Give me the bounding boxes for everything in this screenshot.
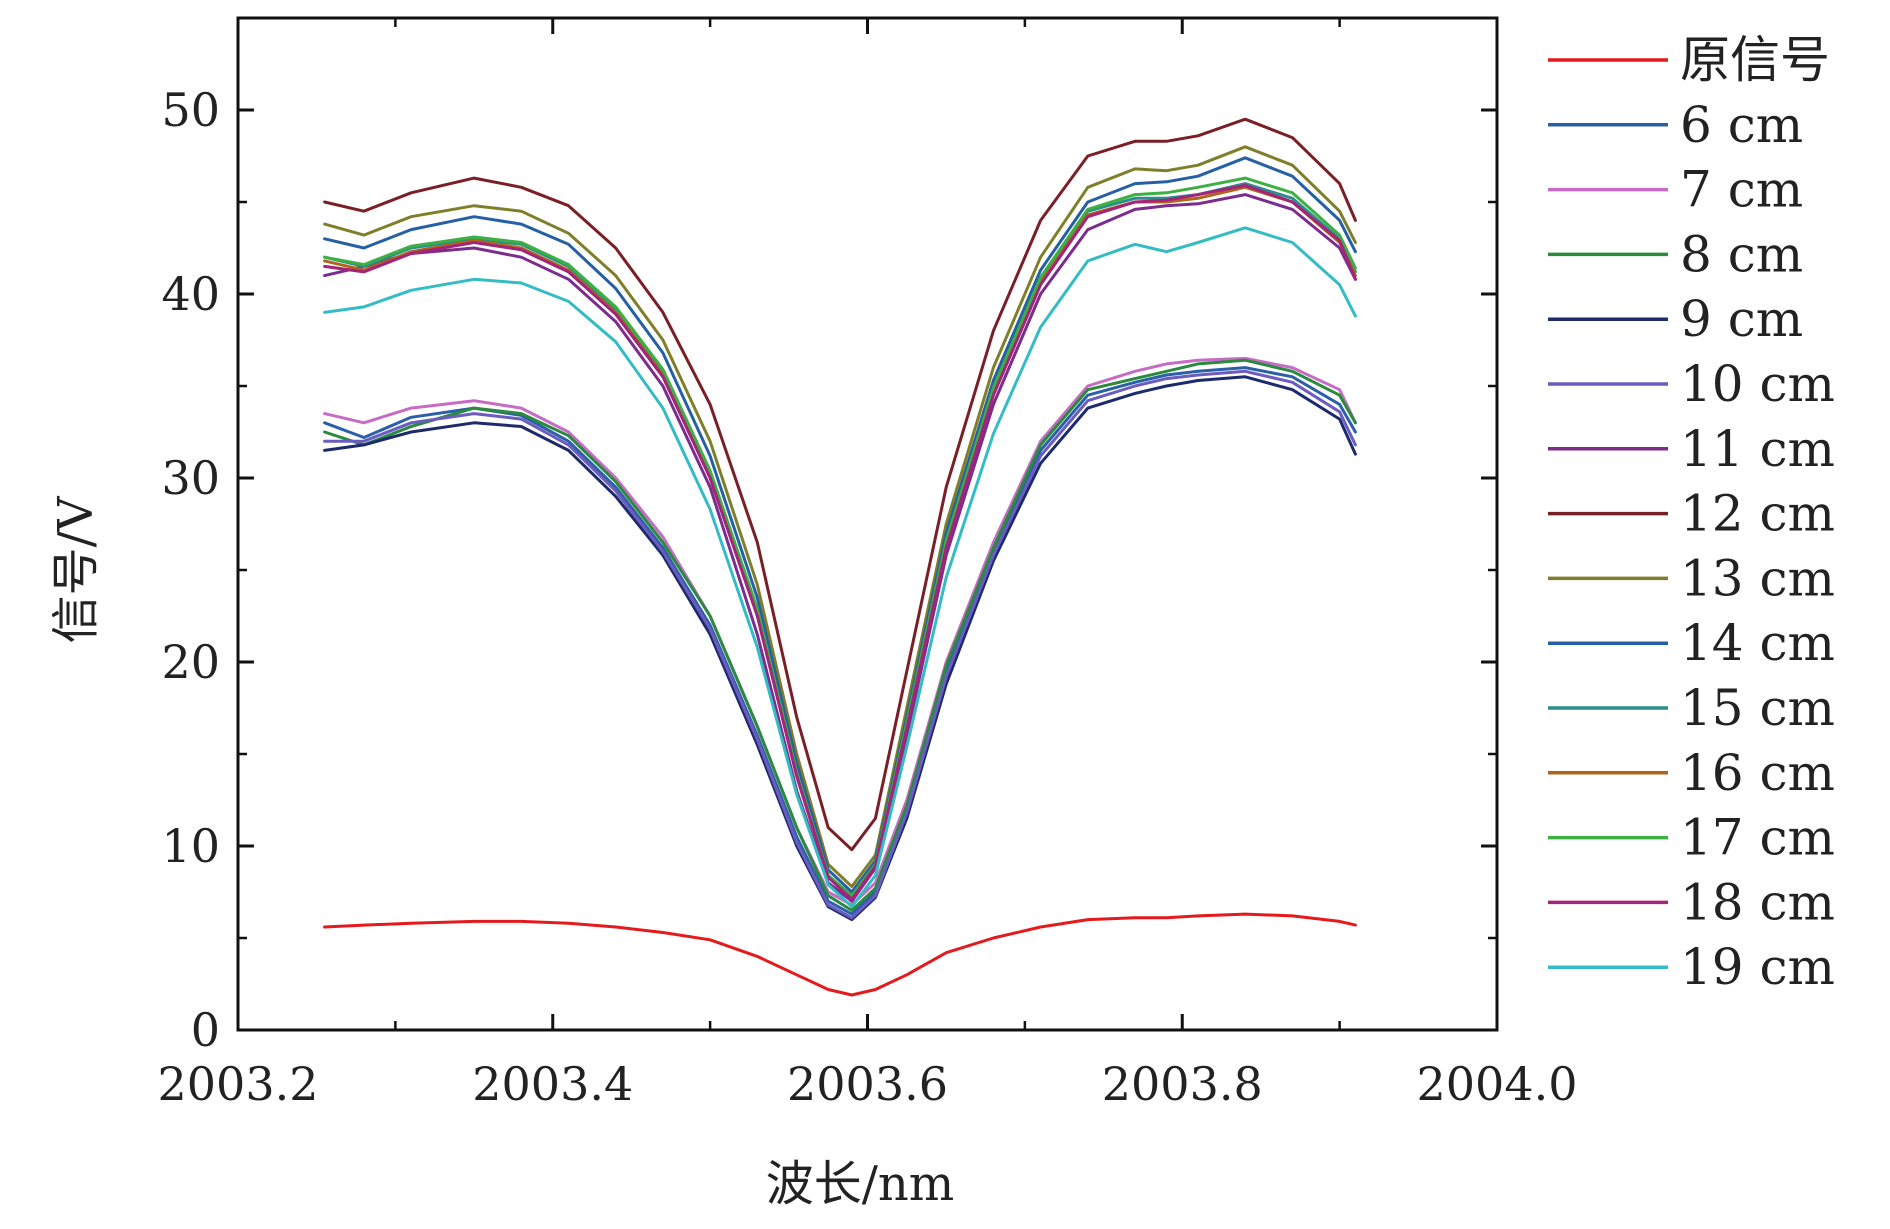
legend-label: 8 cm xyxy=(1680,225,1803,283)
series-group xyxy=(323,117,1357,997)
y-tick-label: 40 xyxy=(161,267,220,321)
legend-label: 11 cm xyxy=(1680,420,1835,478)
x-axis-title: 波长/nm xyxy=(766,1156,955,1212)
series-line-14 xyxy=(323,226,1357,909)
series-line-10 xyxy=(323,182,1357,899)
series-line-2 xyxy=(323,356,1357,907)
x-tick-label: 2003.2 xyxy=(158,1057,319,1111)
legend-label: 18 cm xyxy=(1680,873,1835,931)
series-line-13 xyxy=(323,183,1357,901)
legend-label: 19 cm xyxy=(1680,938,1835,996)
axis-ticks: 2003.2 2003.4 2003.6 2003.8 2004.0 0 10 20 30 40 5… xyxy=(158,16,1578,1111)
legend-label: 17 cm xyxy=(1680,809,1835,867)
y-tick-label: 30 xyxy=(161,451,220,505)
legend-label: 12 cm xyxy=(1680,485,1835,543)
series-line-8 xyxy=(323,145,1357,888)
legend: 原信号 6 cm 7 cm 8 cm 9 cm 10 cm 11 cm 12 cm 13 cm 1… xyxy=(1548,31,1835,996)
x-tick-label: 2003.8 xyxy=(1102,1057,1263,1111)
series-line-9 xyxy=(323,156,1357,894)
y-tick-label: 10 xyxy=(161,819,220,873)
series-line-0 xyxy=(323,912,1357,997)
y-tick-label: 0 xyxy=(191,1003,220,1057)
series-line-12 xyxy=(323,176,1357,898)
series-line-5 xyxy=(323,369,1357,920)
legend-label: 15 cm xyxy=(1680,679,1835,737)
y-tick-label: 20 xyxy=(161,635,220,689)
legend-label: 原信号 xyxy=(1680,31,1830,89)
legend-label: 7 cm xyxy=(1680,161,1803,219)
x-tick-label: 2003.4 xyxy=(472,1057,633,1111)
legend-label: 14 cm xyxy=(1680,614,1835,672)
legend-label: 9 cm xyxy=(1680,290,1803,348)
y-axis-title: 信号/V xyxy=(48,495,104,643)
legend-label: 13 cm xyxy=(1680,549,1835,607)
series-line-7 xyxy=(323,117,1357,852)
x-tick-label: 2003.6 xyxy=(787,1057,948,1111)
legend-label: 6 cm xyxy=(1680,96,1803,154)
series-line-1 xyxy=(323,366,1357,916)
x-tick-label: 2004.0 xyxy=(1417,1057,1578,1111)
legend-label: 10 cm xyxy=(1680,355,1835,413)
legend-label: 16 cm xyxy=(1680,744,1835,802)
y-tick-label: 50 xyxy=(161,83,220,137)
series-line-11 xyxy=(323,185,1357,899)
series-line-6 xyxy=(323,193,1357,903)
series-line-3 xyxy=(323,358,1357,912)
